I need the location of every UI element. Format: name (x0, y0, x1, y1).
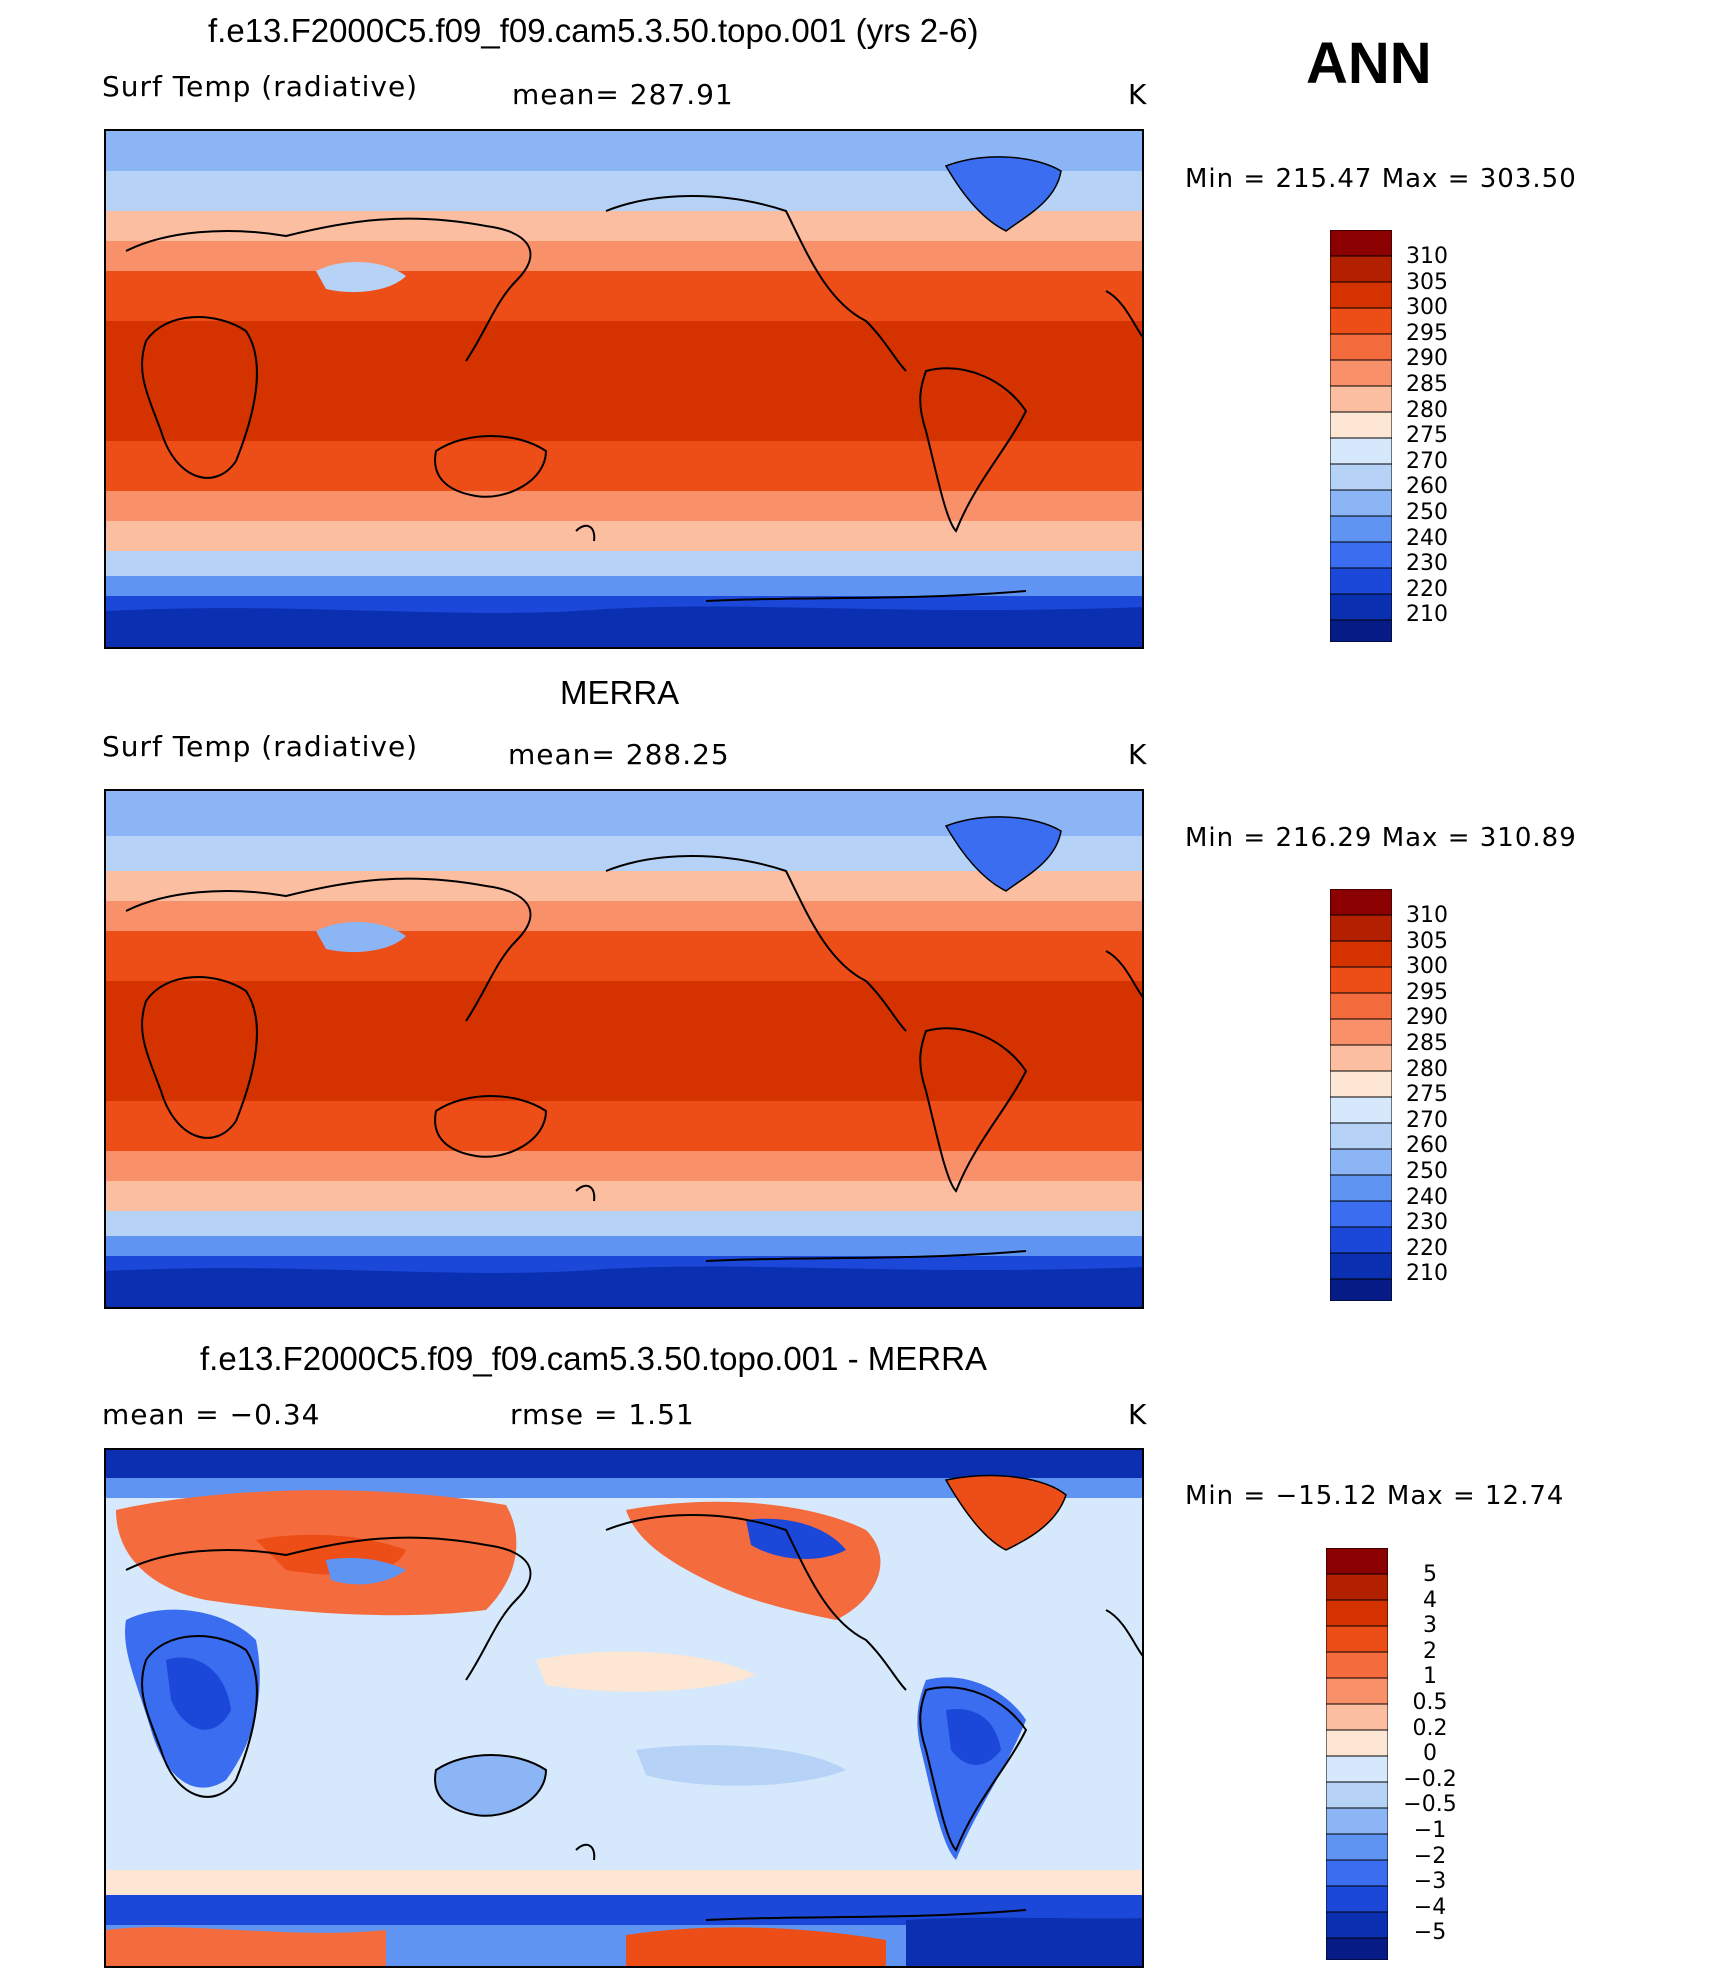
panel3-minmax: Min = −15.12 Max = 12.74 (1185, 1481, 1565, 1511)
colorbar-tick: 1 (1423, 1664, 1437, 1690)
colorbar-tick: 285 (1406, 1030, 1448, 1056)
panel1-unit: K (1128, 78, 1148, 111)
panel3-mean: mean = −0.34 (102, 1398, 321, 1431)
colorbar-tick: 305 (1406, 269, 1448, 295)
season-label: ANN (1306, 31, 1432, 96)
colorbar-tick: 230 (1406, 551, 1448, 577)
colorbar-tick: 305 (1406, 928, 1448, 954)
colorbar-tick: −0.5 (1403, 1792, 1457, 1818)
panel1-map (104, 129, 1144, 649)
panel3-map (104, 1448, 1144, 1968)
panel3-rmse: rmse = 1.51 (510, 1398, 695, 1431)
panel2-mean: mean= 288.25 (508, 738, 730, 771)
colorbar-tick: 310 (1406, 903, 1448, 928)
panel3-colorbar (1326, 1548, 1388, 1960)
panel2-unit: K (1128, 738, 1148, 771)
colorbar-tick: 270 (1406, 1107, 1448, 1133)
colorbar-tick: 295 (1406, 320, 1448, 346)
panel3-title: f.e13.F2000C5.f09_f09.cam5.3.50.topo.001… (200, 1340, 987, 1377)
panel2-title: MERRA (560, 674, 680, 711)
colorbar-tick: 290 (1406, 1005, 1448, 1031)
colorbar-tick: 270 (1406, 448, 1448, 474)
colorbar-tick: 250 (1406, 1158, 1448, 1184)
colorbar-tick: 240 (1406, 1184, 1448, 1210)
colorbar-tick: −1 (1413, 1817, 1447, 1843)
colorbar-tick: 0 (1423, 1741, 1437, 1767)
colorbar-tick: 310 (1406, 244, 1448, 269)
colorbar-tick: −0.2 (1403, 1766, 1457, 1792)
colorbar-tick: 300 (1406, 295, 1448, 321)
panel1-variable-label: Surf Temp (radiative) (102, 70, 419, 103)
colorbar-tick: 220 (1406, 576, 1448, 602)
panel1-colorbar-ticks: 310 305 300 295 290 285 280 275 270 260 … (1406, 244, 1448, 628)
panel1-minmax: Min = 215.47 Max = 303.50 (1185, 164, 1577, 194)
panel3-unit: K (1128, 1398, 1148, 1431)
colorbar-tick: 275 (1406, 1082, 1448, 1108)
panel1-title: f.e13.F2000C5.f09_f09.cam5.3.50.topo.001… (208, 12, 979, 49)
colorbar-tick: 290 (1406, 346, 1448, 372)
colorbar-tick: −4 (1413, 1894, 1447, 1920)
colorbar-tick: 280 (1406, 1056, 1448, 1082)
colorbar-tick: 230 (1406, 1210, 1448, 1236)
colorbar-tick: −2 (1413, 1843, 1447, 1869)
colorbar-tick: 210 (1406, 1261, 1448, 1287)
colorbar-tick: 280 (1406, 397, 1448, 423)
colorbar-tick: 3 (1423, 1613, 1437, 1639)
colorbar-tick: 300 (1406, 954, 1448, 980)
colorbar-tick: 0.5 (1412, 1689, 1448, 1715)
colorbar-tick: 210 (1406, 602, 1448, 628)
colorbar-tick: −3 (1413, 1869, 1447, 1895)
colorbar-tick: 295 (1406, 979, 1448, 1005)
colorbar-tick: −5 (1413, 1920, 1447, 1946)
colorbar-tick: 0.2 (1412, 1715, 1448, 1741)
panel2-minmax: Min = 216.29 Max = 310.89 (1185, 823, 1577, 853)
colorbar-tick: 250 (1406, 499, 1448, 525)
panel1-colorbar (1330, 230, 1392, 642)
panel2-colorbar (1330, 889, 1392, 1301)
colorbar-tick: 285 (1406, 371, 1448, 397)
panel2-colorbar-ticks: 310 305 300 295 290 285 280 275 270 260 … (1406, 903, 1448, 1287)
panel2-map (104, 789, 1144, 1309)
panel3-colorbar-ticks: 5 4 3 2 1 0.5 0.2 0 −0.2 −0.5 −1 −2 −3 −… (1402, 1562, 1458, 1946)
colorbar-tick: 5 (1423, 1562, 1437, 1587)
colorbar-tick: 4 (1423, 1587, 1437, 1613)
colorbar-tick: 260 (1406, 1133, 1448, 1159)
colorbar-tick: 275 (1406, 423, 1448, 449)
colorbar-tick: 240 (1406, 525, 1448, 551)
colorbar-tick: 2 (1423, 1638, 1437, 1664)
colorbar-tick: 260 (1406, 474, 1448, 500)
panel2-variable-label: Surf Temp (radiative) (102, 730, 419, 763)
panel1-mean: mean= 287.91 (512, 78, 734, 111)
colorbar-tick: 220 (1406, 1235, 1448, 1261)
